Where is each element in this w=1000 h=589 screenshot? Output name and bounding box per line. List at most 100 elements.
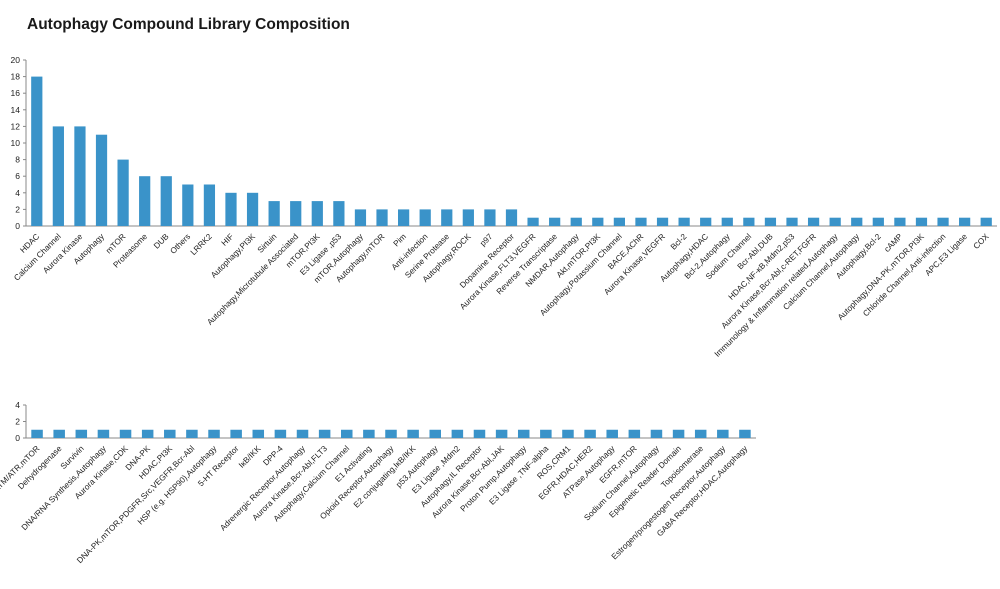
y-tick-label: 2 [15,417,20,427]
bar [186,429,198,438]
bar [311,201,323,226]
bar [363,429,375,438]
bar [937,217,949,226]
bar [296,429,309,438]
y-tick-label: 4 [15,400,20,410]
bar [650,429,663,438]
category-label: Pim [392,232,408,248]
y-tick-label: 2 [15,204,20,214]
bar [203,184,216,226]
bar [208,429,220,438]
bar [739,429,751,438]
bar [613,217,625,226]
bar [915,217,928,226]
y-tick-label: 4 [15,188,20,198]
y-tick-label: 6 [15,171,20,181]
bar [959,217,971,226]
bar [182,184,194,226]
bar [851,217,863,226]
bar [354,209,367,226]
y-tick-label: 16 [11,88,21,98]
chart-title: Autophagy Compound Library Composition [27,16,350,33]
bar [786,217,798,226]
bar [462,209,474,226]
bar [441,209,453,226]
bar [141,429,154,438]
bar [584,429,596,438]
bar [290,201,302,226]
bar [484,209,496,226]
bar [53,429,65,438]
bar [721,217,733,226]
bar [333,201,345,226]
bar [119,429,132,438]
category-label: DUB [152,232,171,251]
bar [872,217,884,226]
category-label: Others [169,232,193,256]
bar [764,217,777,226]
bar [678,217,690,226]
bar [517,429,530,438]
bar [570,217,582,226]
bar [656,217,669,226]
bar [980,217,992,226]
bar [252,429,265,438]
bar [268,201,280,226]
bar [31,429,43,438]
bar [75,429,88,438]
bar [95,134,108,226]
category-label: 5-HT Receptor [196,444,240,488]
y-tick-label: 14 [11,105,21,115]
bar [97,429,110,438]
bar [246,192,259,226]
bar [743,217,755,226]
bar [473,429,486,438]
bar [628,429,641,438]
bar [139,176,151,226]
bar [717,429,729,438]
category-label: HIF [220,232,236,248]
bar [429,429,441,438]
bar [398,209,410,226]
bar [419,209,431,226]
y-tick-label: 12 [11,121,21,131]
bar [592,217,604,226]
bar [31,76,43,226]
bar [451,429,464,438]
y-tick-label: 10 [11,138,21,148]
bar [700,217,712,226]
category-label: COX [972,232,991,251]
bar [672,429,685,438]
category-label: LRRK2 [189,232,214,257]
bar [540,429,552,438]
bar [164,429,176,438]
bar [160,176,172,226]
bar [606,429,618,438]
bar [52,126,64,226]
category-label: IκB/IKK [237,444,263,470]
y-tick-label: 20 [11,55,21,65]
bar [562,429,574,438]
bar [505,209,518,226]
bar [341,429,353,438]
bar [225,192,237,226]
bar [894,217,906,226]
y-tick-label: 0 [15,433,20,443]
bar [635,217,647,226]
bar [807,217,820,226]
bar [527,217,539,226]
category-label: Autophagy,Microtubule Associated [205,232,300,327]
bar [318,429,331,438]
bar [274,429,287,438]
bar [117,159,129,226]
bar [376,209,388,226]
bar [230,429,242,438]
y-tick-label: 8 [15,155,20,165]
bar [74,126,86,226]
bar [549,217,561,226]
bar [407,429,419,438]
y-tick-label: 0 [15,221,20,231]
y-tick-label: 18 [11,72,21,82]
bar [385,429,397,438]
